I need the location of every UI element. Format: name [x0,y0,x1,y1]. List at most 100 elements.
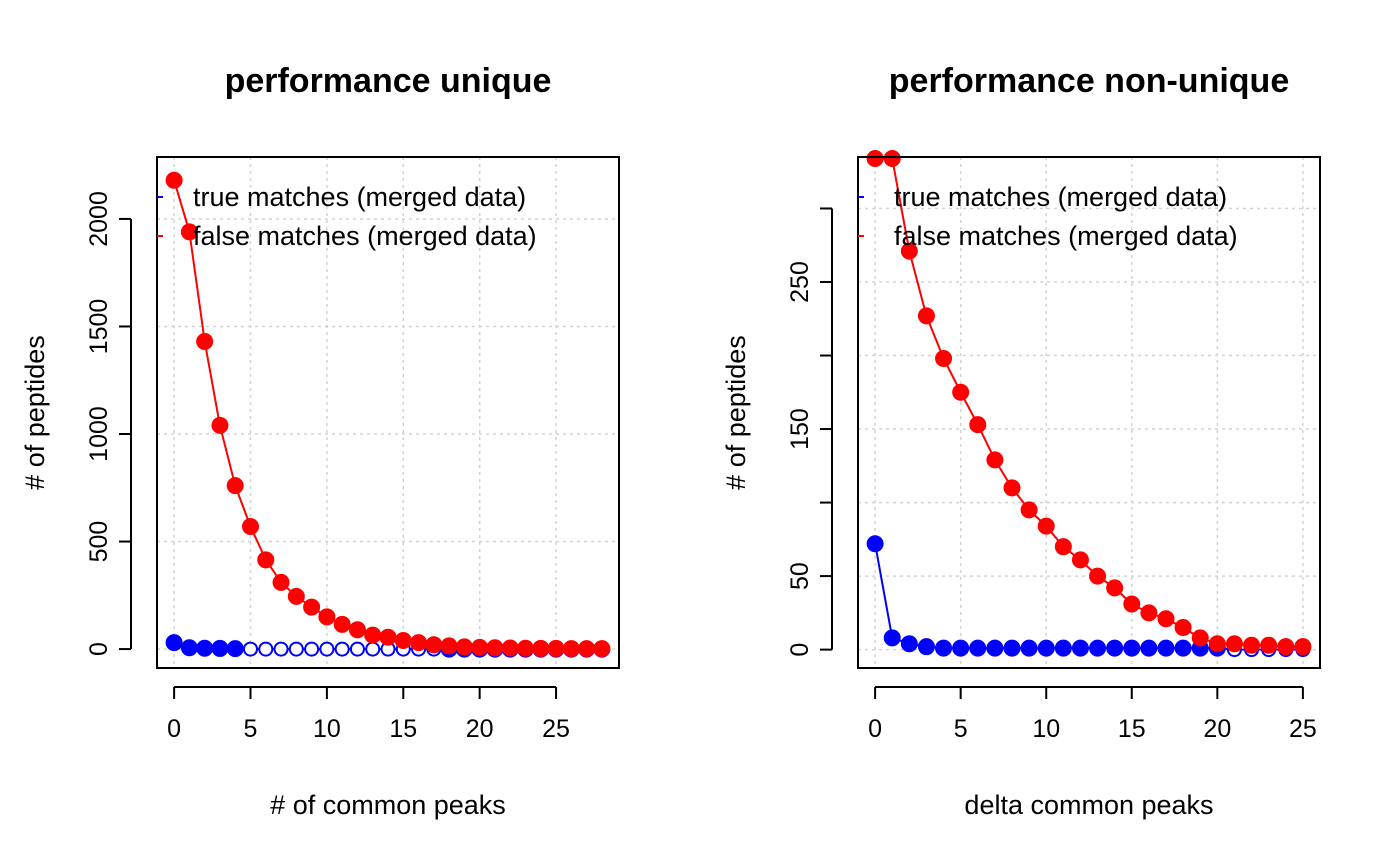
data-point [969,639,987,657]
x-tick-label: 15 [389,715,417,743]
data-point [1123,595,1141,613]
data-point [866,149,884,167]
data-point [1054,639,1072,657]
data-point [455,638,473,656]
data-point [196,639,214,657]
x-axis: 0 5 10 15 20 25 [868,686,1317,743]
data-point [1191,629,1209,647]
data-point [242,517,259,535]
y-tick-label: 1500 [85,299,113,355]
y-tick-label: 150 [786,408,814,450]
x-tick-label: 25 [1289,715,1317,743]
data-point [1157,610,1175,628]
y-tick-label: 50 [786,562,814,590]
series-false-matches [866,149,1312,656]
data-point [952,639,970,657]
data-point [1140,604,1158,622]
data-point [1037,639,1055,657]
data-point [1089,567,1107,585]
data-point [501,639,519,657]
data-point [1054,538,1072,556]
data-point [917,307,935,325]
data-point [364,626,382,644]
x-tick-label: 15 [1118,715,1146,743]
x-axis: 0 5 10 15 20 25 [167,686,570,743]
data-point [257,551,275,569]
x-tick-label: 10 [313,715,341,743]
data-point [1089,639,1107,657]
legend-label: false matches (merged data) [894,221,1238,251]
data-point [1140,639,1158,657]
data-point [517,639,534,657]
data-point [303,598,321,616]
x-tick-label: 20 [1203,715,1231,743]
data-point [547,639,565,657]
data-point [318,608,336,626]
legend: true matches (merged data) false matches … [858,182,1238,251]
data-point [1225,635,1243,653]
data-point [349,641,365,657]
data-point [969,416,987,434]
data-point [288,641,304,657]
y-tick-label: 500 [85,521,113,563]
data-point [1174,619,1192,637]
data-point [226,477,244,495]
data-point [900,635,918,653]
x-tick-label: 10 [1032,715,1060,743]
y-tick-label: 2000 [85,191,113,247]
y-tick-label: 0 [786,643,814,657]
data-point [952,383,970,401]
legend: true matches (merged data) false matches … [157,182,537,251]
chart-panel-non-unique: performance non-unique 0 5 10 15 20 25 delta co… [721,62,1321,820]
chart-title: performance unique [225,62,552,100]
data-point [272,573,290,591]
series-true-matches [866,535,1311,658]
data-point [348,621,366,639]
data-point [1277,638,1295,656]
data-point [1071,639,1089,657]
data-point [1106,579,1124,597]
data-point [900,242,918,260]
x-tick-label: 0 [167,715,181,743]
legend-label: true matches (merged data) [894,182,1227,212]
data-point [165,634,183,652]
data-point [1260,636,1278,654]
data-point [917,638,935,656]
series-line [874,543,1303,651]
data-point [410,634,428,652]
legend-label: true matches (merged data) [193,182,526,212]
data-point [1003,639,1021,657]
data-point [365,641,381,657]
data-point [883,629,901,647]
data-point [1106,639,1124,657]
data-point [1208,635,1226,653]
data-point [180,639,198,657]
y-axis: 0 500 1000 1500 2000 [85,191,132,656]
x-tick-label: 25 [542,715,570,743]
data-point [1294,638,1312,656]
data-point [883,149,901,167]
data-point [486,639,504,657]
data-point [258,641,274,657]
data-point [334,641,350,657]
data-point [165,171,183,189]
data-point [226,640,244,658]
data-point [211,416,229,434]
data-point [287,587,305,605]
x-axis-label: # of common peaks [270,790,506,820]
data-point [304,641,320,657]
grid-lines [858,157,1320,668]
y-tick-label: 250 [786,261,814,303]
x-tick-label: 5 [244,715,258,743]
data-point [1071,551,1089,569]
data-point [211,639,229,657]
y-axis: 0 50 150 250 [786,207,833,657]
data-point [1174,639,1192,657]
data-point [333,615,351,633]
data-point [1123,639,1141,657]
data-point [1020,639,1038,657]
series-false-matches [165,171,611,658]
data-point [425,636,443,654]
x-axis-label: delta common peaks [964,790,1213,820]
y-tick-label: 1000 [85,406,113,462]
